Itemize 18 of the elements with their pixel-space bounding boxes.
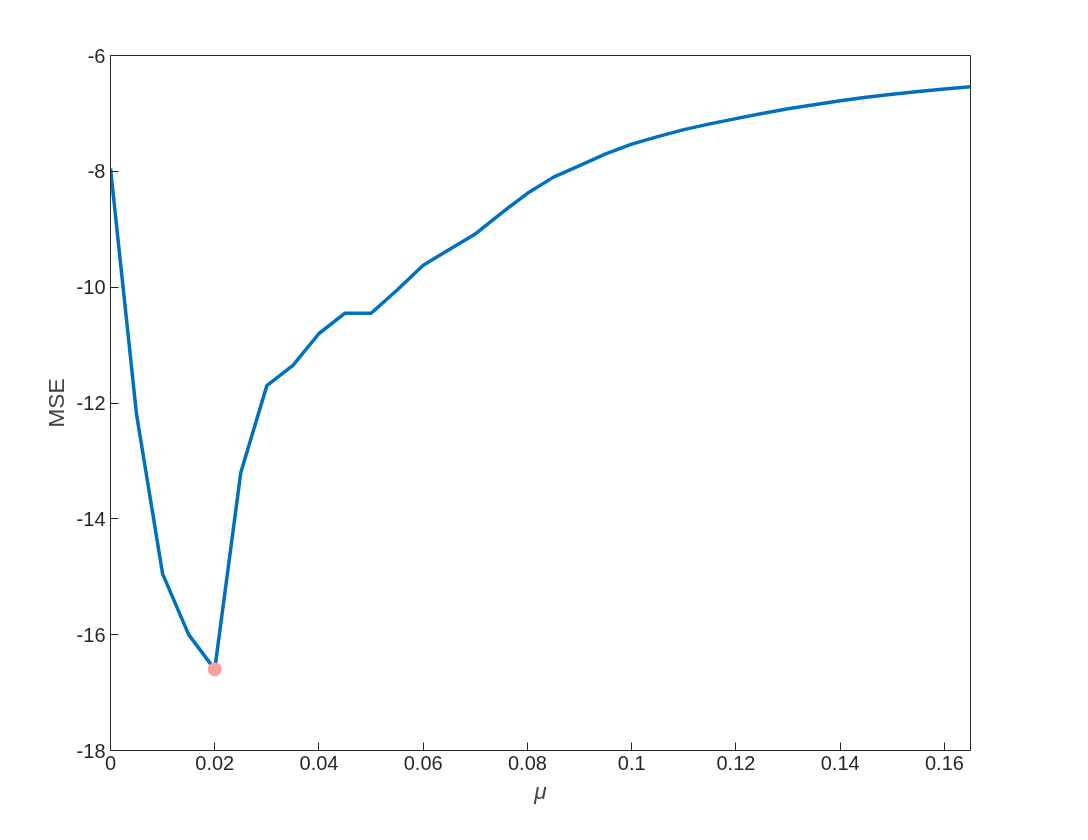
y-tick-label: -14 xyxy=(76,507,106,530)
y-tick-label: -18 xyxy=(76,739,106,762)
x-tick-label: 0.04 xyxy=(299,751,339,774)
y-tick-label: -6 xyxy=(87,44,106,67)
y-tick-label: -8 xyxy=(87,160,106,183)
x-tick-label: 0.14 xyxy=(820,751,860,774)
x-tick-label: 0.02 xyxy=(195,751,235,774)
y-axis-title: MSE xyxy=(42,378,69,428)
x-tick-label: 0 xyxy=(104,751,117,774)
x-axis-title: μ xyxy=(533,777,548,804)
x-tick-label: 0.06 xyxy=(403,751,443,774)
x-tick-label: 0.08 xyxy=(508,751,547,774)
y-tick-label: -12 xyxy=(76,392,106,414)
y-tick-label: -10 xyxy=(76,276,106,299)
y-tick-label: -16 xyxy=(76,623,106,646)
x-tick-label: 0.1 xyxy=(617,751,646,774)
x-tick-label: 0.12 xyxy=(716,751,756,774)
x-tick-label: 0.16 xyxy=(924,751,964,774)
